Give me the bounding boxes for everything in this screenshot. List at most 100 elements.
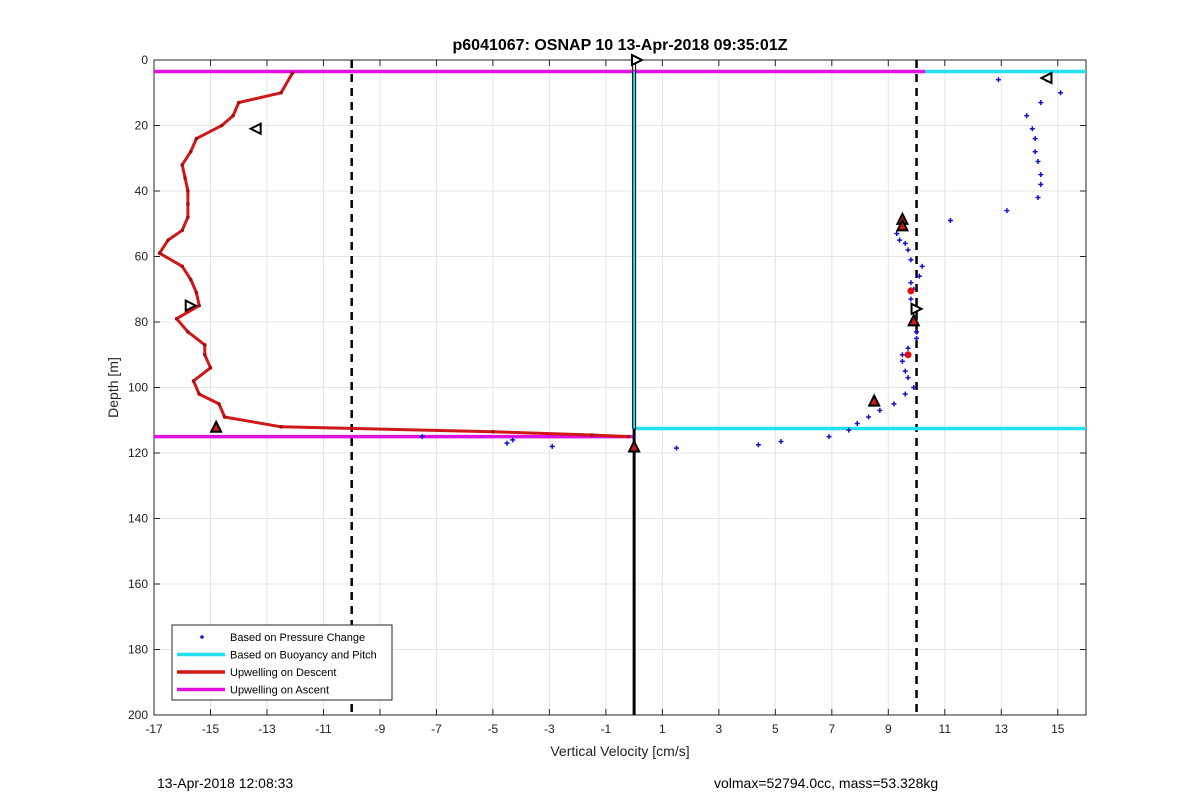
- x-tick-label: -5: [488, 722, 499, 736]
- descent-point: [626, 434, 631, 439]
- x-tick-label: 15: [1051, 722, 1065, 736]
- x-tick-label: -15: [202, 722, 220, 736]
- descent-point: [186, 202, 190, 206]
- pressure-point: [902, 368, 908, 374]
- x-tick-label: 7: [828, 722, 835, 736]
- footer-timestamp: 13-Apr-2018 12:08:33: [157, 775, 294, 791]
- descent-point: [194, 136, 199, 141]
- triangle-right-marker: [910, 302, 924, 316]
- pressure-point: [1038, 172, 1044, 178]
- pressure-point: [995, 77, 1001, 83]
- y-tick-label: 100: [128, 381, 148, 395]
- y-axis-label: Depth [m]: [105, 357, 121, 418]
- pressure-point: [1038, 100, 1044, 106]
- chart-title: p6041067: OSNAP 10 13-Apr-2018 09:35:01Z: [453, 37, 788, 54]
- triangle-up-marker: [627, 439, 641, 453]
- pressure-point: [826, 434, 832, 440]
- x-tick-label: 11: [939, 722, 952, 736]
- descent-point: [194, 290, 199, 295]
- x-tick-label: -13: [258, 722, 276, 736]
- x-tick-label: -3: [544, 722, 555, 736]
- pressure-point: [894, 231, 900, 237]
- red-dot-marker: [904, 351, 912, 359]
- pressure-point: [947, 217, 953, 223]
- x-tick-label: -11: [315, 722, 332, 736]
- pressure-point: [419, 434, 425, 440]
- x-tick-label: -9: [375, 722, 386, 736]
- triangle-up-marker: [895, 218, 910, 232]
- pressure-point: [1035, 159, 1041, 165]
- descent-point: [203, 352, 207, 357]
- x-tick-label: 3: [716, 722, 723, 736]
- pressure-point: [891, 401, 897, 407]
- pressure-point: [897, 237, 903, 243]
- pressure-point: [549, 443, 555, 449]
- x-tick-label: -1: [601, 722, 612, 736]
- descent-point: [183, 176, 187, 180]
- x-tick-label: 5: [772, 722, 779, 736]
- descent-point: [589, 433, 594, 437]
- descent-point: [279, 90, 283, 95]
- y-tick-label: 160: [128, 577, 148, 591]
- pressure-point: [877, 407, 883, 413]
- pressure-point: [905, 375, 911, 381]
- x-tick-label: -7: [431, 722, 442, 736]
- pressure-point: [902, 240, 908, 246]
- y-tick-label: 140: [128, 512, 148, 526]
- triangle-right-marker: [184, 299, 198, 313]
- descent-point: [217, 402, 221, 406]
- red-dot-marker: [907, 287, 915, 295]
- descent-point: [222, 415, 227, 419]
- descent-point: [219, 123, 224, 128]
- triangle-up-marker: [867, 393, 881, 407]
- descent-point: [231, 113, 235, 118]
- x-tick-label: 9: [885, 722, 892, 736]
- pressure-point: [914, 329, 920, 335]
- y-tick-label: 120: [128, 446, 148, 460]
- x-tick-label: -17: [145, 722, 163, 736]
- pressure-point: [846, 427, 852, 433]
- legend-swatch: [200, 635, 204, 639]
- descent-point: [186, 189, 190, 193]
- y-tick-label: 40: [135, 184, 149, 198]
- descent-point: [180, 163, 185, 167]
- pressure-point: [778, 439, 784, 445]
- y-tick-label: 180: [128, 643, 148, 657]
- footer-info: volmax=52794.0cc, mass=53.328kg: [714, 775, 939, 791]
- pressure-point: [866, 414, 872, 420]
- descent-point: [186, 330, 190, 334]
- descent-point: [180, 264, 185, 269]
- descent-point: [186, 215, 190, 219]
- y-tick-label: 0: [141, 53, 148, 67]
- y-tick-label: 60: [135, 250, 149, 264]
- descent-point: [174, 316, 179, 321]
- pressure-point: [1032, 149, 1038, 155]
- pressure-point: [1032, 136, 1038, 142]
- pressure-point: [1004, 208, 1010, 214]
- legend-label: Upwelling on Ascent: [230, 685, 329, 697]
- triangle-left-marker: [1039, 71, 1053, 85]
- descent-point: [279, 425, 283, 429]
- pressure-point: [673, 445, 679, 451]
- legend-label: Based on Pressure Change: [230, 632, 365, 644]
- pressure-point: [919, 263, 925, 269]
- y-tick-label: 200: [128, 708, 148, 722]
- x-tick-label: 1: [659, 722, 666, 736]
- pressure-point: [914, 335, 920, 341]
- descent-point: [197, 392, 201, 396]
- descent-point: [188, 277, 193, 282]
- pressure-point: [916, 273, 922, 279]
- pressure-point: [908, 257, 914, 263]
- pressure-point: [1035, 195, 1041, 201]
- pressure-point: [905, 247, 911, 253]
- legend-label: Based on Buoyancy and Pitch: [230, 650, 377, 662]
- descent-point: [157, 251, 162, 256]
- pressure-point: [1029, 126, 1035, 132]
- triangle-right-marker: [630, 53, 645, 67]
- pressure-point: [902, 391, 908, 397]
- pressure-point: [755, 442, 761, 448]
- pressure-point: [908, 280, 914, 286]
- descent-point: [236, 100, 241, 105]
- pressure-point: [1038, 181, 1044, 187]
